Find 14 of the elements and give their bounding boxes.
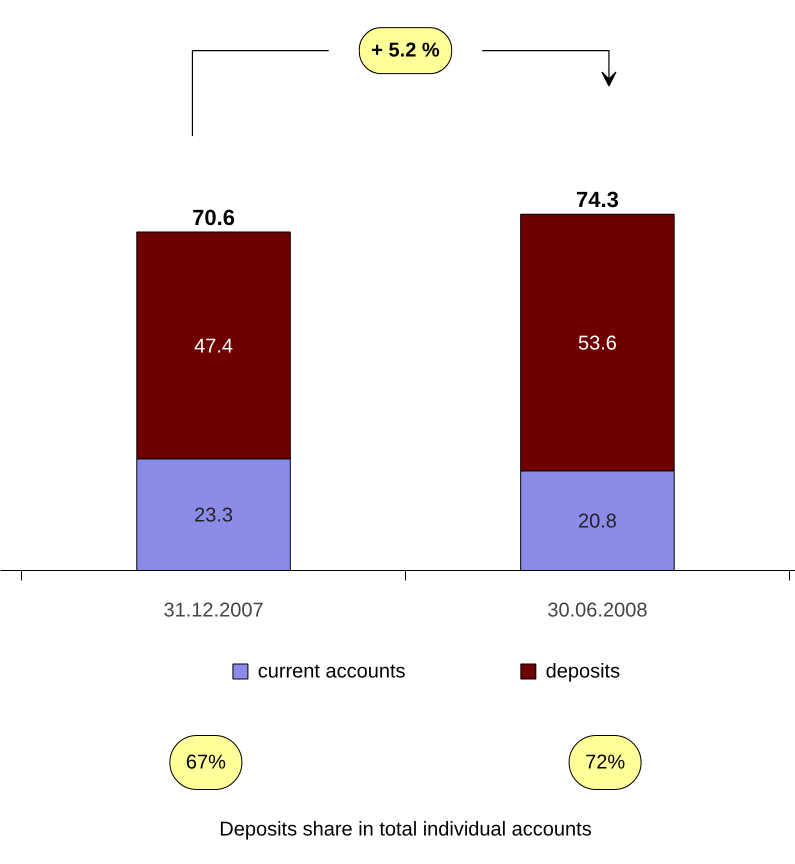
text: 72% <box>585 752 626 774</box>
data-label: 47.4 <box>194 335 234 358</box>
data-label: 53.6 <box>578 332 617 355</box>
text: + 5.2 % <box>371 40 440 62</box>
data-label: 23.3 <box>194 504 234 527</box>
data-label: 20.8 <box>578 510 617 533</box>
total-label: 74.3 <box>576 187 619 212</box>
text: Deposits share in total individual accounts <box>219 818 592 840</box>
x-tick-label: 30.06.2008 <box>547 600 648 622</box>
x-tick-label: 31.12.2007 <box>164 600 264 622</box>
legend-label: deposits <box>546 660 620 682</box>
legend-label: current accounts <box>258 660 406 682</box>
text: 67% <box>186 752 226 774</box>
total-label: 70.6 <box>192 204 235 230</box>
